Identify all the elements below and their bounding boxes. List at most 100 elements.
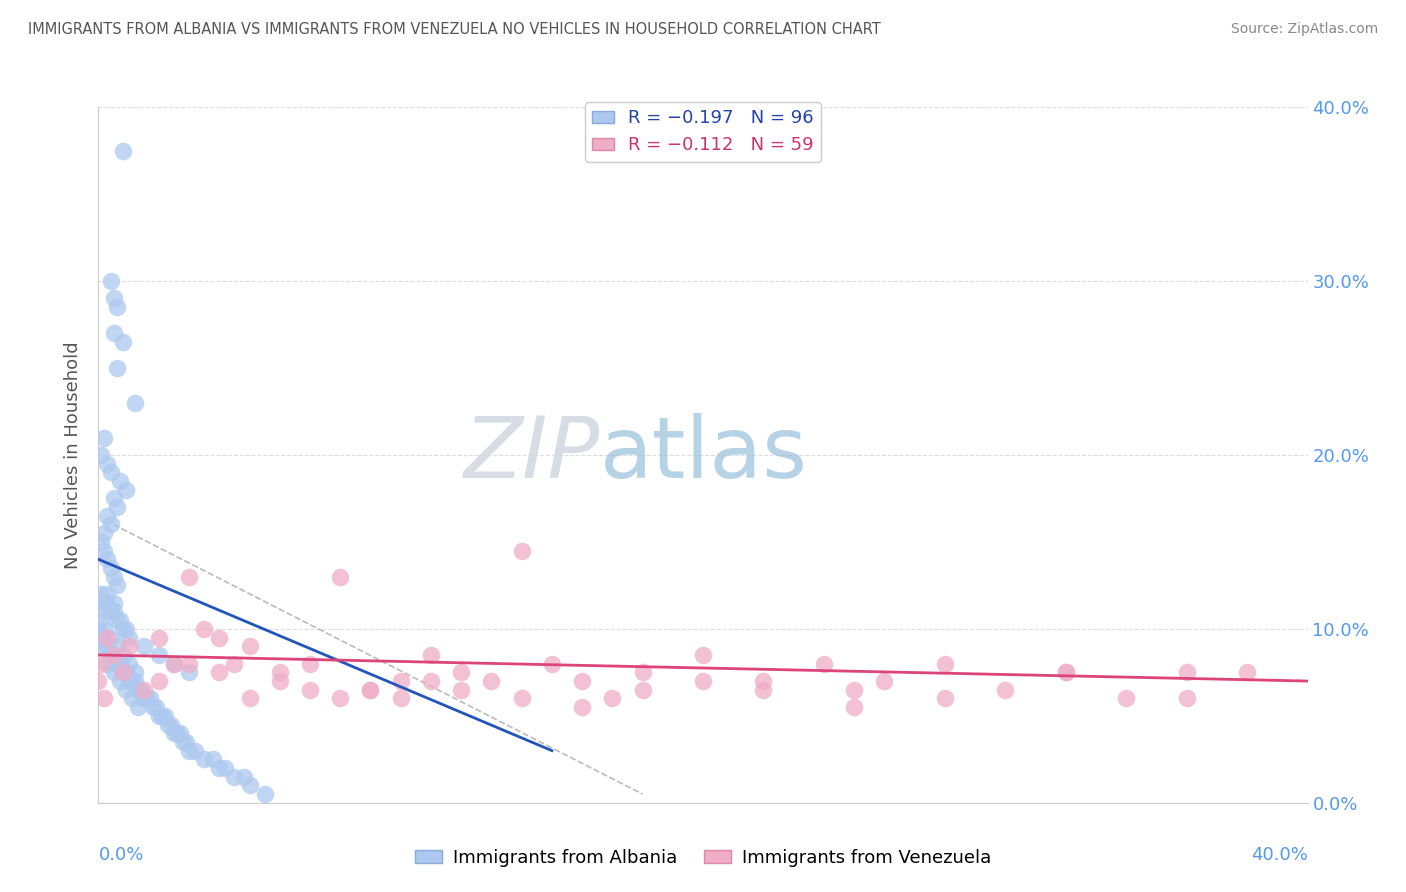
Point [90, 587, 112, 601]
Point [127, 700, 149, 714]
Point [166, 726, 188, 740]
Point [132, 691, 155, 706]
Point [114, 665, 136, 680]
Point [96, 457, 118, 471]
Point [631, 682, 654, 697]
Point [114, 622, 136, 636]
Point [224, 770, 246, 784]
Point [118, 674, 141, 689]
Point [96, 552, 118, 566]
Point [172, 735, 194, 749]
Point [153, 708, 176, 723]
Point [93, 430, 115, 444]
Point [108, 474, 131, 488]
Point [692, 674, 714, 689]
Point [103, 291, 125, 305]
Point [103, 326, 125, 340]
Point [111, 622, 134, 636]
Point [103, 570, 125, 584]
Point [145, 700, 167, 714]
Point [193, 752, 215, 766]
Point [994, 682, 1017, 697]
Point [239, 778, 262, 792]
Point [148, 674, 170, 689]
Point [96, 587, 118, 601]
Point [90, 534, 112, 549]
Point [224, 657, 246, 671]
Point [299, 657, 322, 671]
Point [873, 674, 896, 689]
Point [100, 631, 122, 645]
Point [111, 665, 134, 680]
Point [450, 682, 472, 697]
Point [118, 639, 141, 653]
Point [100, 648, 122, 662]
Point [813, 657, 835, 671]
Point [93, 543, 115, 558]
Point [269, 665, 291, 680]
Point [420, 674, 443, 689]
Point [360, 682, 382, 697]
Point [90, 657, 112, 671]
Point [111, 665, 134, 680]
Y-axis label: No Vehicles in Household: No Vehicles in Household [65, 341, 83, 569]
Point [179, 657, 201, 671]
Point [179, 744, 201, 758]
Point [135, 691, 157, 706]
Point [103, 596, 125, 610]
Point [96, 82, 118, 96]
Text: IMMIGRANTS FROM ALBANIA VS IMMIGRANTS FROM VENEZUELA NO VEHICLES IN HOUSEHOLD CO: IMMIGRANTS FROM ALBANIA VS IMMIGRANTS FR… [28, 22, 882, 37]
Point [1115, 691, 1137, 706]
Point [127, 682, 149, 697]
Point [96, 657, 118, 671]
Point [87, 674, 110, 689]
Point [752, 674, 775, 689]
Point [510, 543, 533, 558]
Point [179, 570, 201, 584]
Point [118, 657, 141, 671]
Point [571, 700, 593, 714]
Point [114, 483, 136, 497]
Point [269, 674, 291, 689]
Point [1054, 665, 1077, 680]
Point [329, 570, 352, 584]
Text: atlas: atlas [600, 413, 808, 497]
Point [156, 717, 179, 731]
Point [360, 682, 382, 697]
Point [103, 648, 125, 662]
Point [87, 622, 110, 636]
Point [100, 605, 122, 619]
Point [148, 708, 170, 723]
Point [103, 605, 125, 619]
Text: Source: ZipAtlas.com: Source: ZipAtlas.com [1230, 22, 1378, 37]
Point [96, 631, 118, 645]
Point [844, 682, 866, 697]
Point [114, 682, 136, 697]
Point [100, 517, 122, 532]
Point [93, 691, 115, 706]
Point [90, 613, 112, 627]
Point [93, 526, 115, 541]
Point [389, 674, 412, 689]
Point [510, 691, 533, 706]
Point [103, 491, 125, 506]
Point [105, 657, 128, 671]
Point [129, 682, 152, 697]
Point [118, 631, 141, 645]
Point [90, 448, 112, 462]
Point [174, 735, 197, 749]
Point [121, 691, 143, 706]
Point [692, 648, 714, 662]
Point [541, 657, 564, 671]
Point [142, 700, 165, 714]
Point [150, 708, 173, 723]
Point [96, 596, 118, 610]
Point [934, 657, 956, 671]
Point [202, 752, 225, 766]
Point [844, 700, 866, 714]
Point [163, 726, 186, 740]
Text: 0.0%: 0.0% [98, 847, 143, 864]
Text: ZIP: ZIP [464, 413, 600, 497]
Point [105, 578, 128, 592]
Point [96, 508, 118, 523]
